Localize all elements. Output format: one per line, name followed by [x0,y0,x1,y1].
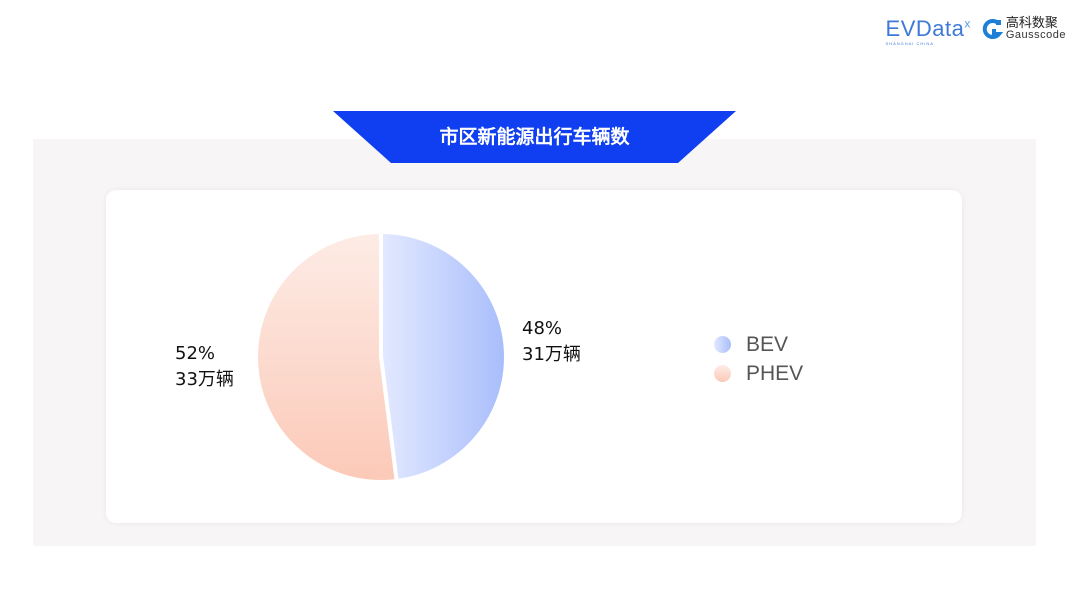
gausscode-en: Gausscode [1005,29,1066,41]
evdata-logo-text: EVData [885,16,965,41]
gausscode-logo: 高科数聚 Gausscode [981,16,1066,42]
legend-label-phev: PHEV [746,361,804,385]
chart-card [106,190,962,523]
title-banner: 市区新能源出行车辆数 [333,111,736,163]
evdata-logo: EVDatax SHANGHAI CHINA [885,16,971,46]
bev-value: 31万辆 [522,344,581,365]
phev-data-label: 52% 33万辆 [175,341,234,393]
phev-swatch [714,365,731,382]
legend-label-bev: BEV [746,332,789,356]
gausscode-icon [982,19,1003,39]
pie-slice-bev[interactable] [379,229,508,484]
phev-percent: 52% [175,343,216,364]
bev-percent: 48% [522,318,563,339]
legend-item-phev[interactable]: PHEV [714,359,803,388]
chart-title: 市区新能源出行车辆数 [439,126,630,148]
evdata-logo-sub: SHANGHAI CHINA [885,41,934,46]
gausscode-cn: 高科数聚 [1005,15,1058,30]
bev-swatch [714,336,731,353]
bev-data-label: 48% 31万辆 [522,316,581,368]
legend: BEV PHEV [714,330,803,388]
phev-value: 33万辆 [175,369,234,390]
legend-item-bev[interactable]: BEV [714,330,803,359]
logos: EVDatax SHANGHAI CHINA 高科数聚 Gausscode [885,16,1066,46]
pie-slice-phev[interactable] [254,229,399,484]
